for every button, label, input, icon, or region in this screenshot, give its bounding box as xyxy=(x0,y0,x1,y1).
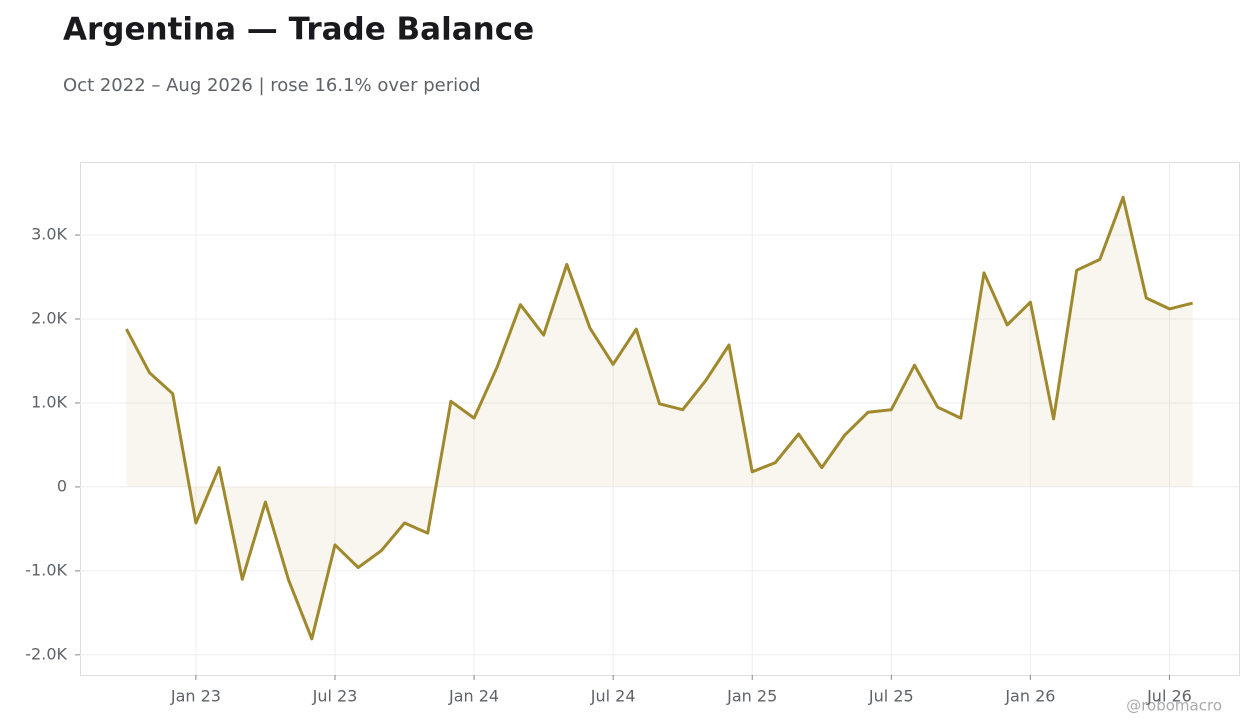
x-tick-label: Jul 24 xyxy=(590,687,636,706)
y-tick-label: 1.0K xyxy=(31,392,67,411)
x-tick-label: Jul 26 xyxy=(1146,687,1192,706)
line xyxy=(125,195,1193,641)
y-tick-label: -1.0K xyxy=(25,560,67,579)
y-tick-label: -2.0K xyxy=(25,644,67,663)
chart-subtitle: Oct 2022 – Aug 2026 | rose 16.1% over pe… xyxy=(63,75,481,96)
x-tick-label: Jan 26 xyxy=(1004,687,1055,706)
source-note: @robomacro xyxy=(1126,697,1222,715)
x-tick-label: Jul 25 xyxy=(868,687,914,706)
x-tick-label: Jul 23 xyxy=(312,687,358,706)
chart-title: Argentina — Trade Balance xyxy=(63,12,534,48)
plot-frame xyxy=(80,162,1240,676)
area xyxy=(126,197,1193,639)
y-tick-label: 0 xyxy=(57,476,67,495)
x-tick-label: Jan 24 xyxy=(448,687,499,706)
y-tick-label: 2.0K xyxy=(31,309,67,328)
x-tick-label: Jan 23 xyxy=(170,687,221,706)
x-tick-label: Jan 25 xyxy=(726,687,777,706)
y-tick-label: 3.0K xyxy=(31,225,67,244)
